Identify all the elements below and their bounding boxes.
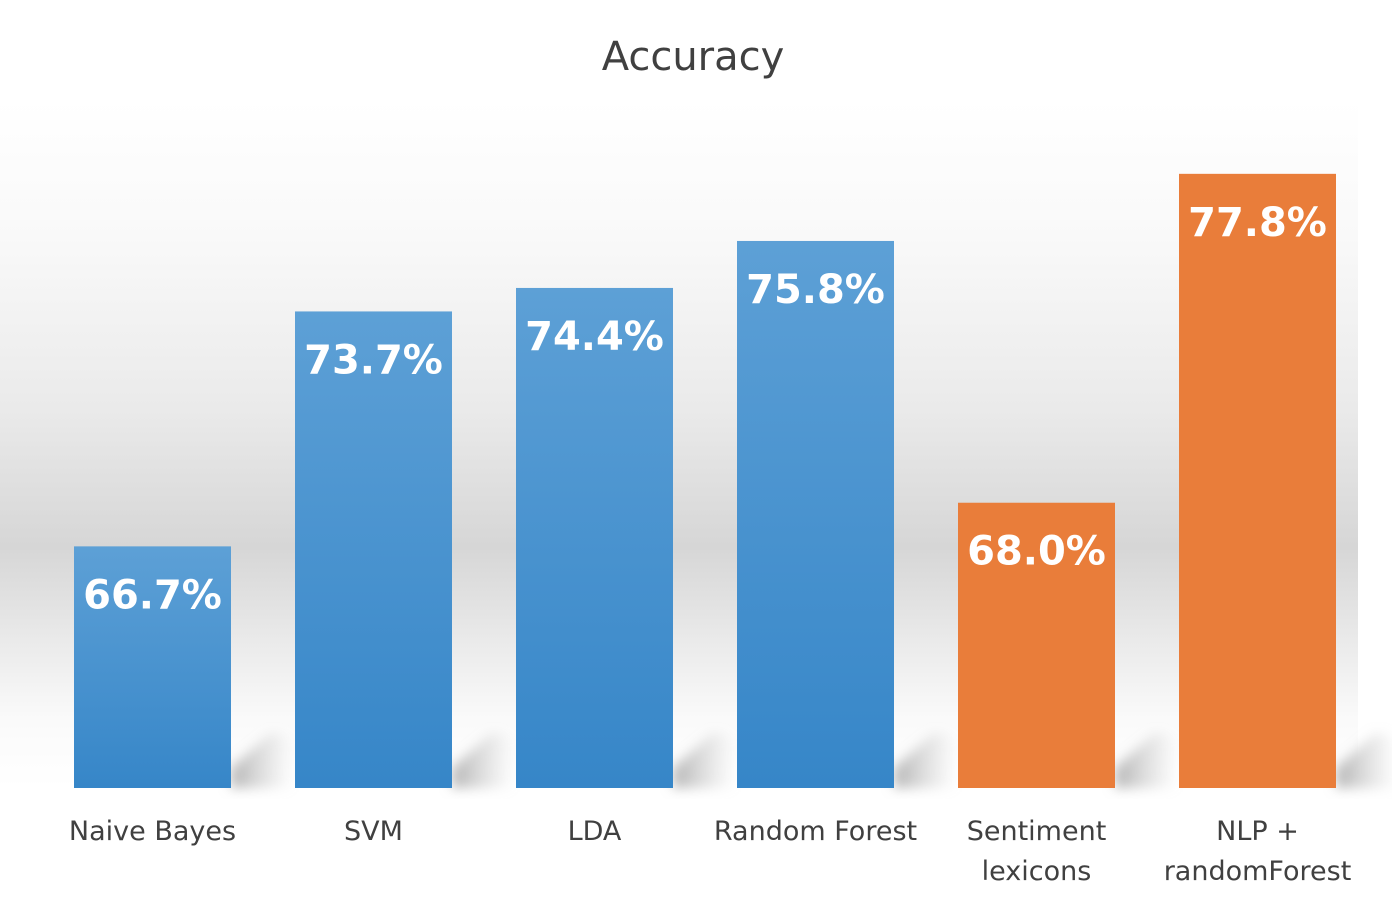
category-label: Random Forest: [714, 816, 917, 847]
bar-shadow: [894, 733, 956, 788]
category-label-line: randomForest: [1164, 856, 1352, 887]
bar-shadow: [231, 733, 293, 788]
category-label: SVM: [344, 816, 403, 847]
bar-nlp-randomforest: [1179, 173, 1336, 788]
category-labels: Naive Bayes SVM LDA Random Forest Sentiment l…: [69, 816, 1351, 887]
category-label-line: SVM: [344, 816, 403, 847]
bar-shadow: [452, 733, 514, 788]
category-label-line: lexicons: [982, 856, 1092, 887]
value-label: 75.8%: [746, 267, 885, 313]
value-labels: 66.7% 73.7% 74.4% 75.8% 68.0% 77.8%: [83, 200, 1327, 619]
category-label: NLP + randomForest: [1164, 816, 1352, 887]
chart-title: Accuracy: [602, 34, 785, 80]
bar-shadow: [1115, 733, 1177, 788]
category-label-line: Sentiment: [967, 816, 1107, 847]
bar-shadow: [1336, 733, 1392, 788]
category-label-line: Naive Bayes: [69, 816, 236, 847]
bar-sentiment-lexicons: [958, 502, 1115, 788]
value-label: 74.4%: [525, 314, 664, 360]
category-label: Naive Bayes: [69, 816, 236, 847]
category-label: Sentiment lexicons: [967, 816, 1107, 887]
value-label: 68.0%: [967, 529, 1106, 575]
category-label-line: LDA: [568, 816, 622, 847]
bar-lda: [516, 287, 673, 788]
bar-naive-bayes: [74, 546, 231, 788]
bar-shadow: [673, 733, 735, 788]
bar-random-forest: [737, 240, 894, 788]
category-label: LDA: [568, 816, 622, 847]
bar-svm: [295, 311, 452, 788]
bar-shadows: [231, 733, 1392, 788]
category-label-line: NLP +: [1216, 816, 1299, 847]
value-label: 66.7%: [83, 572, 222, 618]
value-label: 77.8%: [1188, 200, 1327, 246]
bars: [74, 173, 1336, 788]
value-label: 73.7%: [304, 337, 443, 383]
category-label-line: Random Forest: [714, 816, 917, 847]
